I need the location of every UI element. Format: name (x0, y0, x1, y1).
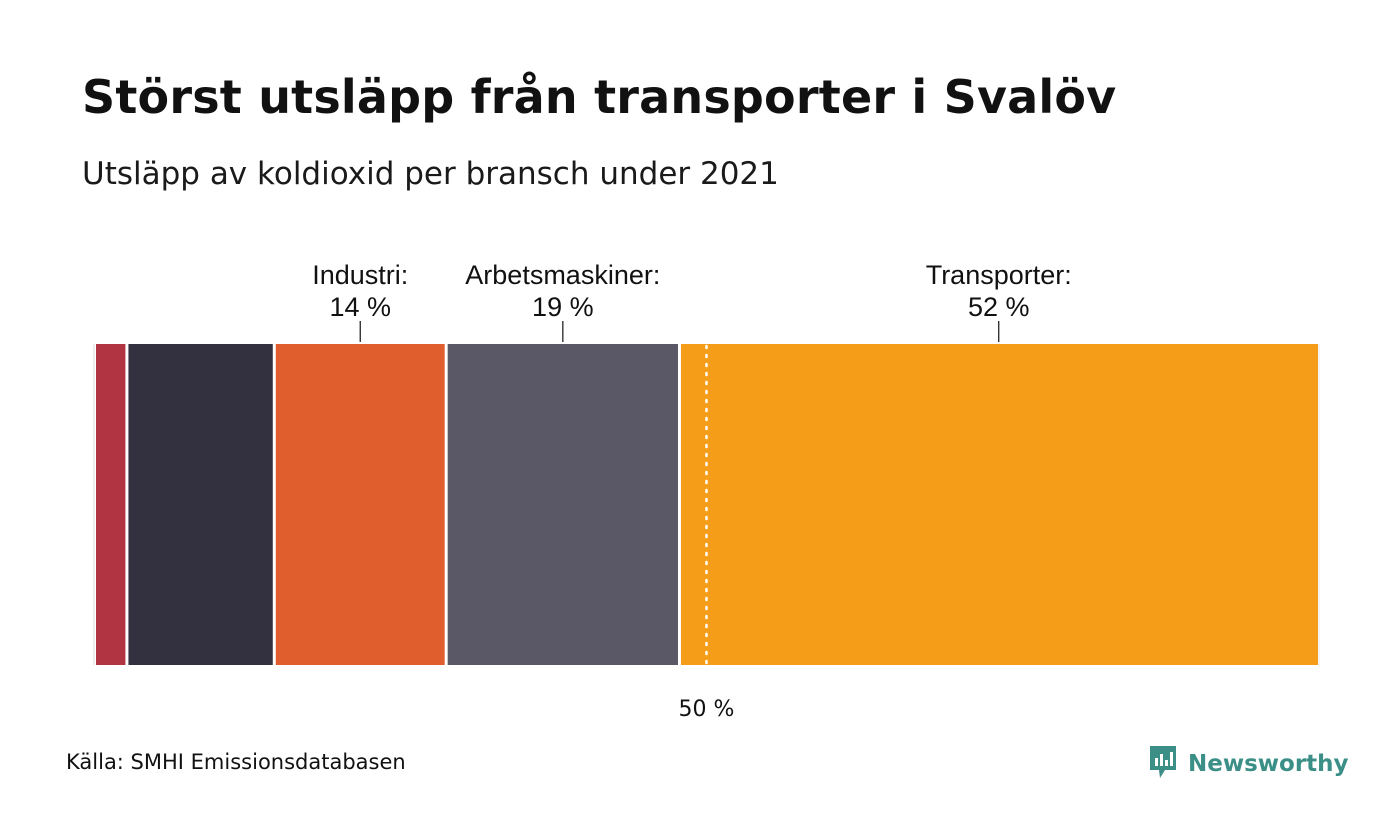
bar-segment-segment-2 (128, 344, 273, 665)
reference-line-label: 50 % (679, 697, 735, 722)
bar-segment-transporter (680, 344, 1318, 665)
segment-label-industri: Industri: (312, 260, 408, 290)
chart-title: Störst utsläpp från transporter i Svalöv (82, 70, 1117, 124)
segment-label-arbetsmaskiner: Arbetsmaskiner: (465, 260, 660, 290)
source-note: Källa: SMHI Emissionsdatabasen (66, 750, 406, 774)
bar-segment-industri (275, 344, 445, 665)
newsworthy-brand: Newsworthy (1148, 744, 1349, 784)
segment-label-transporter: Transporter: (926, 260, 1072, 290)
bar-segment-arbetsmaskiner (447, 344, 678, 665)
brand-name: Newsworthy (1188, 751, 1349, 777)
newsworthy-logo-icon (1148, 744, 1178, 784)
segment-value-label-arbetsmaskiner: 19 % (532, 292, 594, 322)
segment-value-label-industri: 14 % (329, 292, 391, 322)
chart-subtitle: Utsläpp av koldioxid per bransch under 2… (82, 156, 779, 192)
bar-segment-segment-1 (96, 344, 126, 665)
segment-value-label-transporter: 52 % (968, 292, 1030, 322)
